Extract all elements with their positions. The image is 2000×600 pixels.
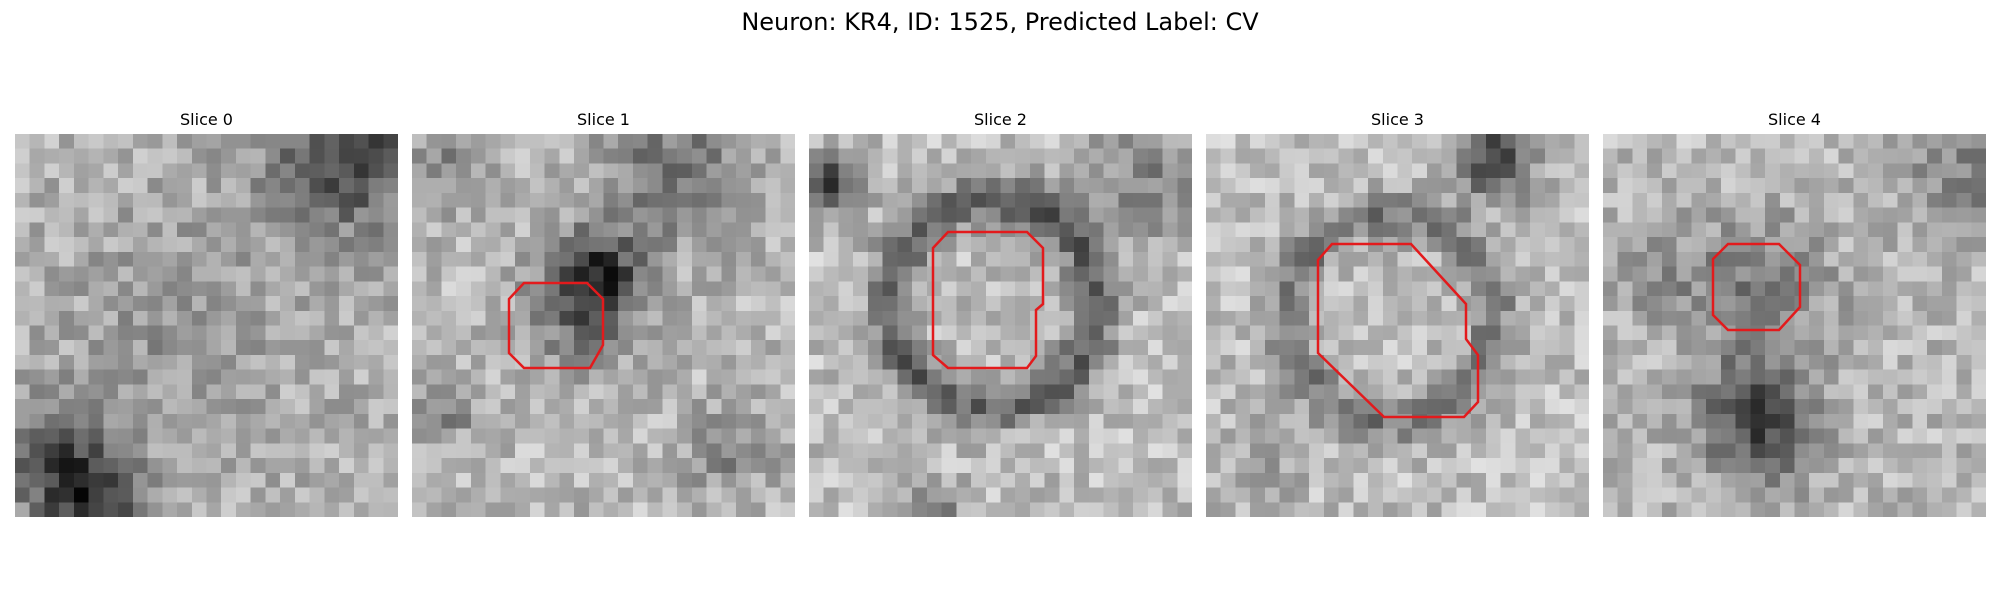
slice-title: Slice 3 bbox=[1371, 110, 1424, 129]
slice-panel-0: Slice 0 bbox=[15, 108, 398, 517]
roi-contour bbox=[1711, 242, 1802, 332]
grayscale-image bbox=[15, 134, 398, 517]
roi-contour bbox=[507, 281, 605, 370]
roi-polygon bbox=[1711, 242, 1802, 332]
slice-image bbox=[1206, 134, 1589, 517]
grayscale-image bbox=[1603, 134, 1986, 517]
slice-title: Slice 4 bbox=[1768, 110, 1821, 129]
slice-panel-1: Slice 1 bbox=[412, 108, 795, 517]
slice-image bbox=[1603, 134, 1986, 517]
slice-panel-4: Slice 4 bbox=[1603, 108, 1986, 517]
slice-panel-2: Slice 2 bbox=[809, 108, 1192, 517]
roi-contour bbox=[931, 230, 1045, 370]
roi-polygon bbox=[1316, 242, 1480, 419]
grayscale-image bbox=[1206, 134, 1589, 517]
roi-polygon bbox=[931, 230, 1045, 370]
roi-contour bbox=[1316, 242, 1480, 419]
slice-image bbox=[15, 134, 398, 517]
slice-image bbox=[809, 134, 1192, 517]
grayscale-image bbox=[809, 134, 1192, 517]
slice-image bbox=[412, 134, 795, 517]
roi-polygon bbox=[507, 281, 605, 370]
slice-title: Slice 2 bbox=[974, 110, 1027, 129]
slice-title: Slice 0 bbox=[180, 110, 233, 129]
slice-panel-3: Slice 3 bbox=[1206, 108, 1589, 517]
slice-title: Slice 1 bbox=[577, 110, 630, 129]
figure-title: Neuron: KR4, ID: 1525, Predicted Label: … bbox=[741, 8, 1259, 36]
